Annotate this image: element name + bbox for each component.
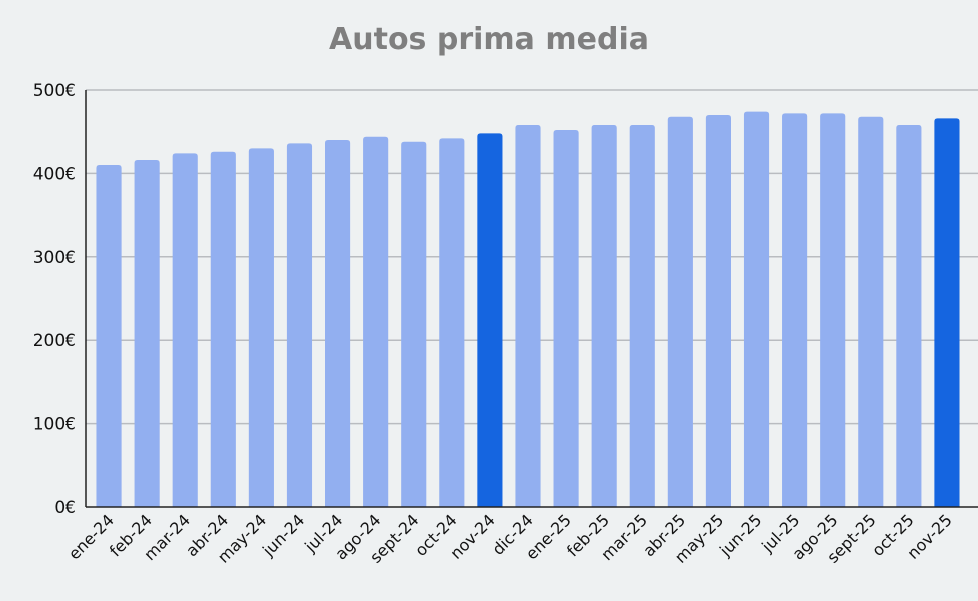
bar-oct-24 [439,138,465,507]
x-tick-label: ene-24 [65,510,118,563]
bar-ago-25 [820,113,846,508]
y-tick-label: 500€ [33,81,76,101]
chart-title: Autos prima media [329,22,649,57]
bar-sept-24 [401,141,427,507]
bar-feb-25 [591,125,617,507]
x-tick-label: jun-25 [715,510,765,560]
bar-ene-25 [553,130,579,508]
y-tick-label: 100€ [33,415,76,435]
bar-abr-25 [667,116,693,508]
bar-jun-24 [286,143,313,507]
y-tick-label: 0€ [54,498,76,518]
y-tick-label: 400€ [33,164,76,184]
bar-may-24 [248,148,274,507]
bar-may-25 [705,115,732,508]
bar-jul-25 [782,113,808,508]
bar-nov-25 [934,118,960,507]
bar-jul-24 [324,140,351,508]
bar-jun-25 [743,111,770,508]
bar-mar-24 [172,153,198,507]
y-tick-label: 300€ [33,248,76,268]
bar-dic-24 [515,125,541,507]
bar-ene-24 [96,165,122,507]
y-tick-label: 200€ [33,331,76,351]
bar-mar-25 [629,125,655,507]
bar-feb-24 [134,160,160,507]
bar-nov-24 [477,133,503,508]
x-tick-label: jun-24 [258,510,308,560]
bar-abr-24 [210,151,236,507]
bar-ago-24 [363,136,389,508]
bar-oct-25 [896,125,922,507]
bar-sept-25 [858,116,884,508]
